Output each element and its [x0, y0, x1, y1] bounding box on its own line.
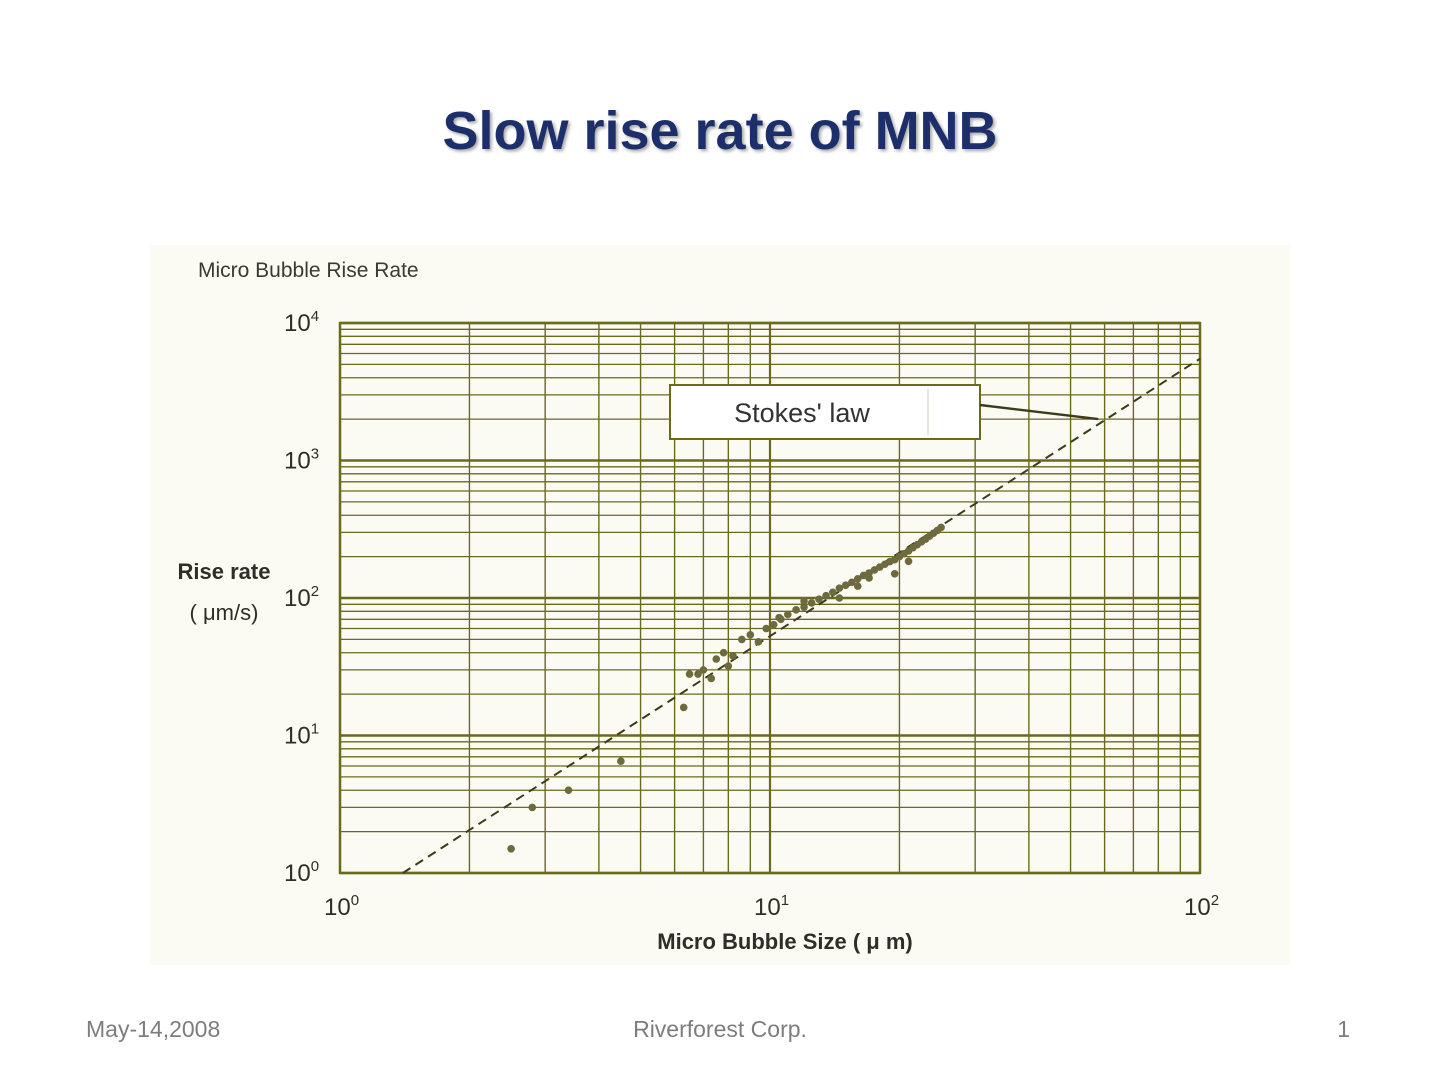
data-point	[564, 786, 573, 795]
x-tick-label: 100	[324, 892, 359, 921]
slide-title: Slow rise rate of MNB	[442, 101, 998, 161]
y-tick-label: 101	[284, 721, 319, 750]
data-point	[754, 638, 763, 646]
data-point	[775, 613, 783, 622]
y-tick-label: 102	[284, 583, 319, 612]
rise-rate-chart: Stokes' law Micro Bubble Rise Rate Rise r…	[178, 259, 1220, 954]
stokes-law-line	[402, 357, 1201, 874]
data-point	[729, 651, 737, 660]
data-point	[792, 606, 800, 614]
data-point	[783, 610, 792, 619]
x-tick-label: 101	[754, 892, 789, 921]
data-point	[829, 588, 837, 597]
annotations: Stokes' law	[669, 384, 1099, 440]
footer-company: Riverforest Corp.	[633, 1016, 807, 1042]
data-point	[769, 620, 778, 629]
data-point	[835, 584, 844, 592]
stokes-law-label: Stokes' law	[734, 398, 870, 428]
y-tick-label: 100	[284, 858, 319, 887]
y-axis-label: Rise rate	[178, 559, 271, 584]
y-axis-unit: ( μm/s)	[190, 600, 259, 625]
data-point	[699, 666, 708, 674]
data-point	[865, 574, 873, 582]
footer-date: May-14,2008	[86, 1016, 221, 1042]
data-point	[719, 648, 728, 657]
data-point	[679, 703, 688, 712]
data-point	[853, 574, 862, 583]
chart-title: Micro Bubble Rise Rate	[198, 259, 419, 282]
data-point	[853, 582, 862, 590]
data-points	[507, 523, 945, 853]
data-point	[841, 581, 850, 589]
data-point	[617, 757, 625, 766]
data-point	[738, 635, 746, 644]
data-point	[800, 603, 808, 611]
data-point	[890, 569, 899, 578]
data-point	[937, 523, 945, 532]
x-axis-label: Micro Bubble Size ( μ m)	[657, 929, 912, 954]
data-point	[848, 578, 856, 587]
data-point	[835, 594, 844, 602]
data-point	[762, 624, 771, 633]
y-tick-label: 103	[284, 446, 319, 475]
data-point	[724, 662, 733, 670]
plot-frame	[338, 321, 1202, 875]
stokes-law-line-group	[402, 357, 1201, 874]
data-point	[707, 674, 716, 683]
data-point	[528, 803, 537, 812]
axis-text: Micro Bubble Rise Rate Rise rate ( μm/s) Mi…	[178, 259, 1220, 954]
data-point	[694, 670, 702, 678]
data-point	[822, 591, 830, 600]
data-point	[800, 597, 808, 605]
data-point	[815, 595, 823, 604]
data-point	[685, 670, 694, 678]
y-tick-label: 104	[284, 308, 319, 337]
data-point	[712, 655, 721, 663]
chart-figure: Stokes' law Micro Bubble Rise Rate Rise r…	[150, 245, 1290, 965]
data-point	[507, 844, 515, 853]
stokes-law-leader-line	[979, 403, 1099, 421]
data-point	[904, 557, 913, 566]
data-point	[746, 630, 755, 639]
x-tick-label: 102	[1184, 892, 1219, 921]
footer-page-number: 1	[1337, 1016, 1350, 1042]
data-point	[807, 599, 816, 607]
